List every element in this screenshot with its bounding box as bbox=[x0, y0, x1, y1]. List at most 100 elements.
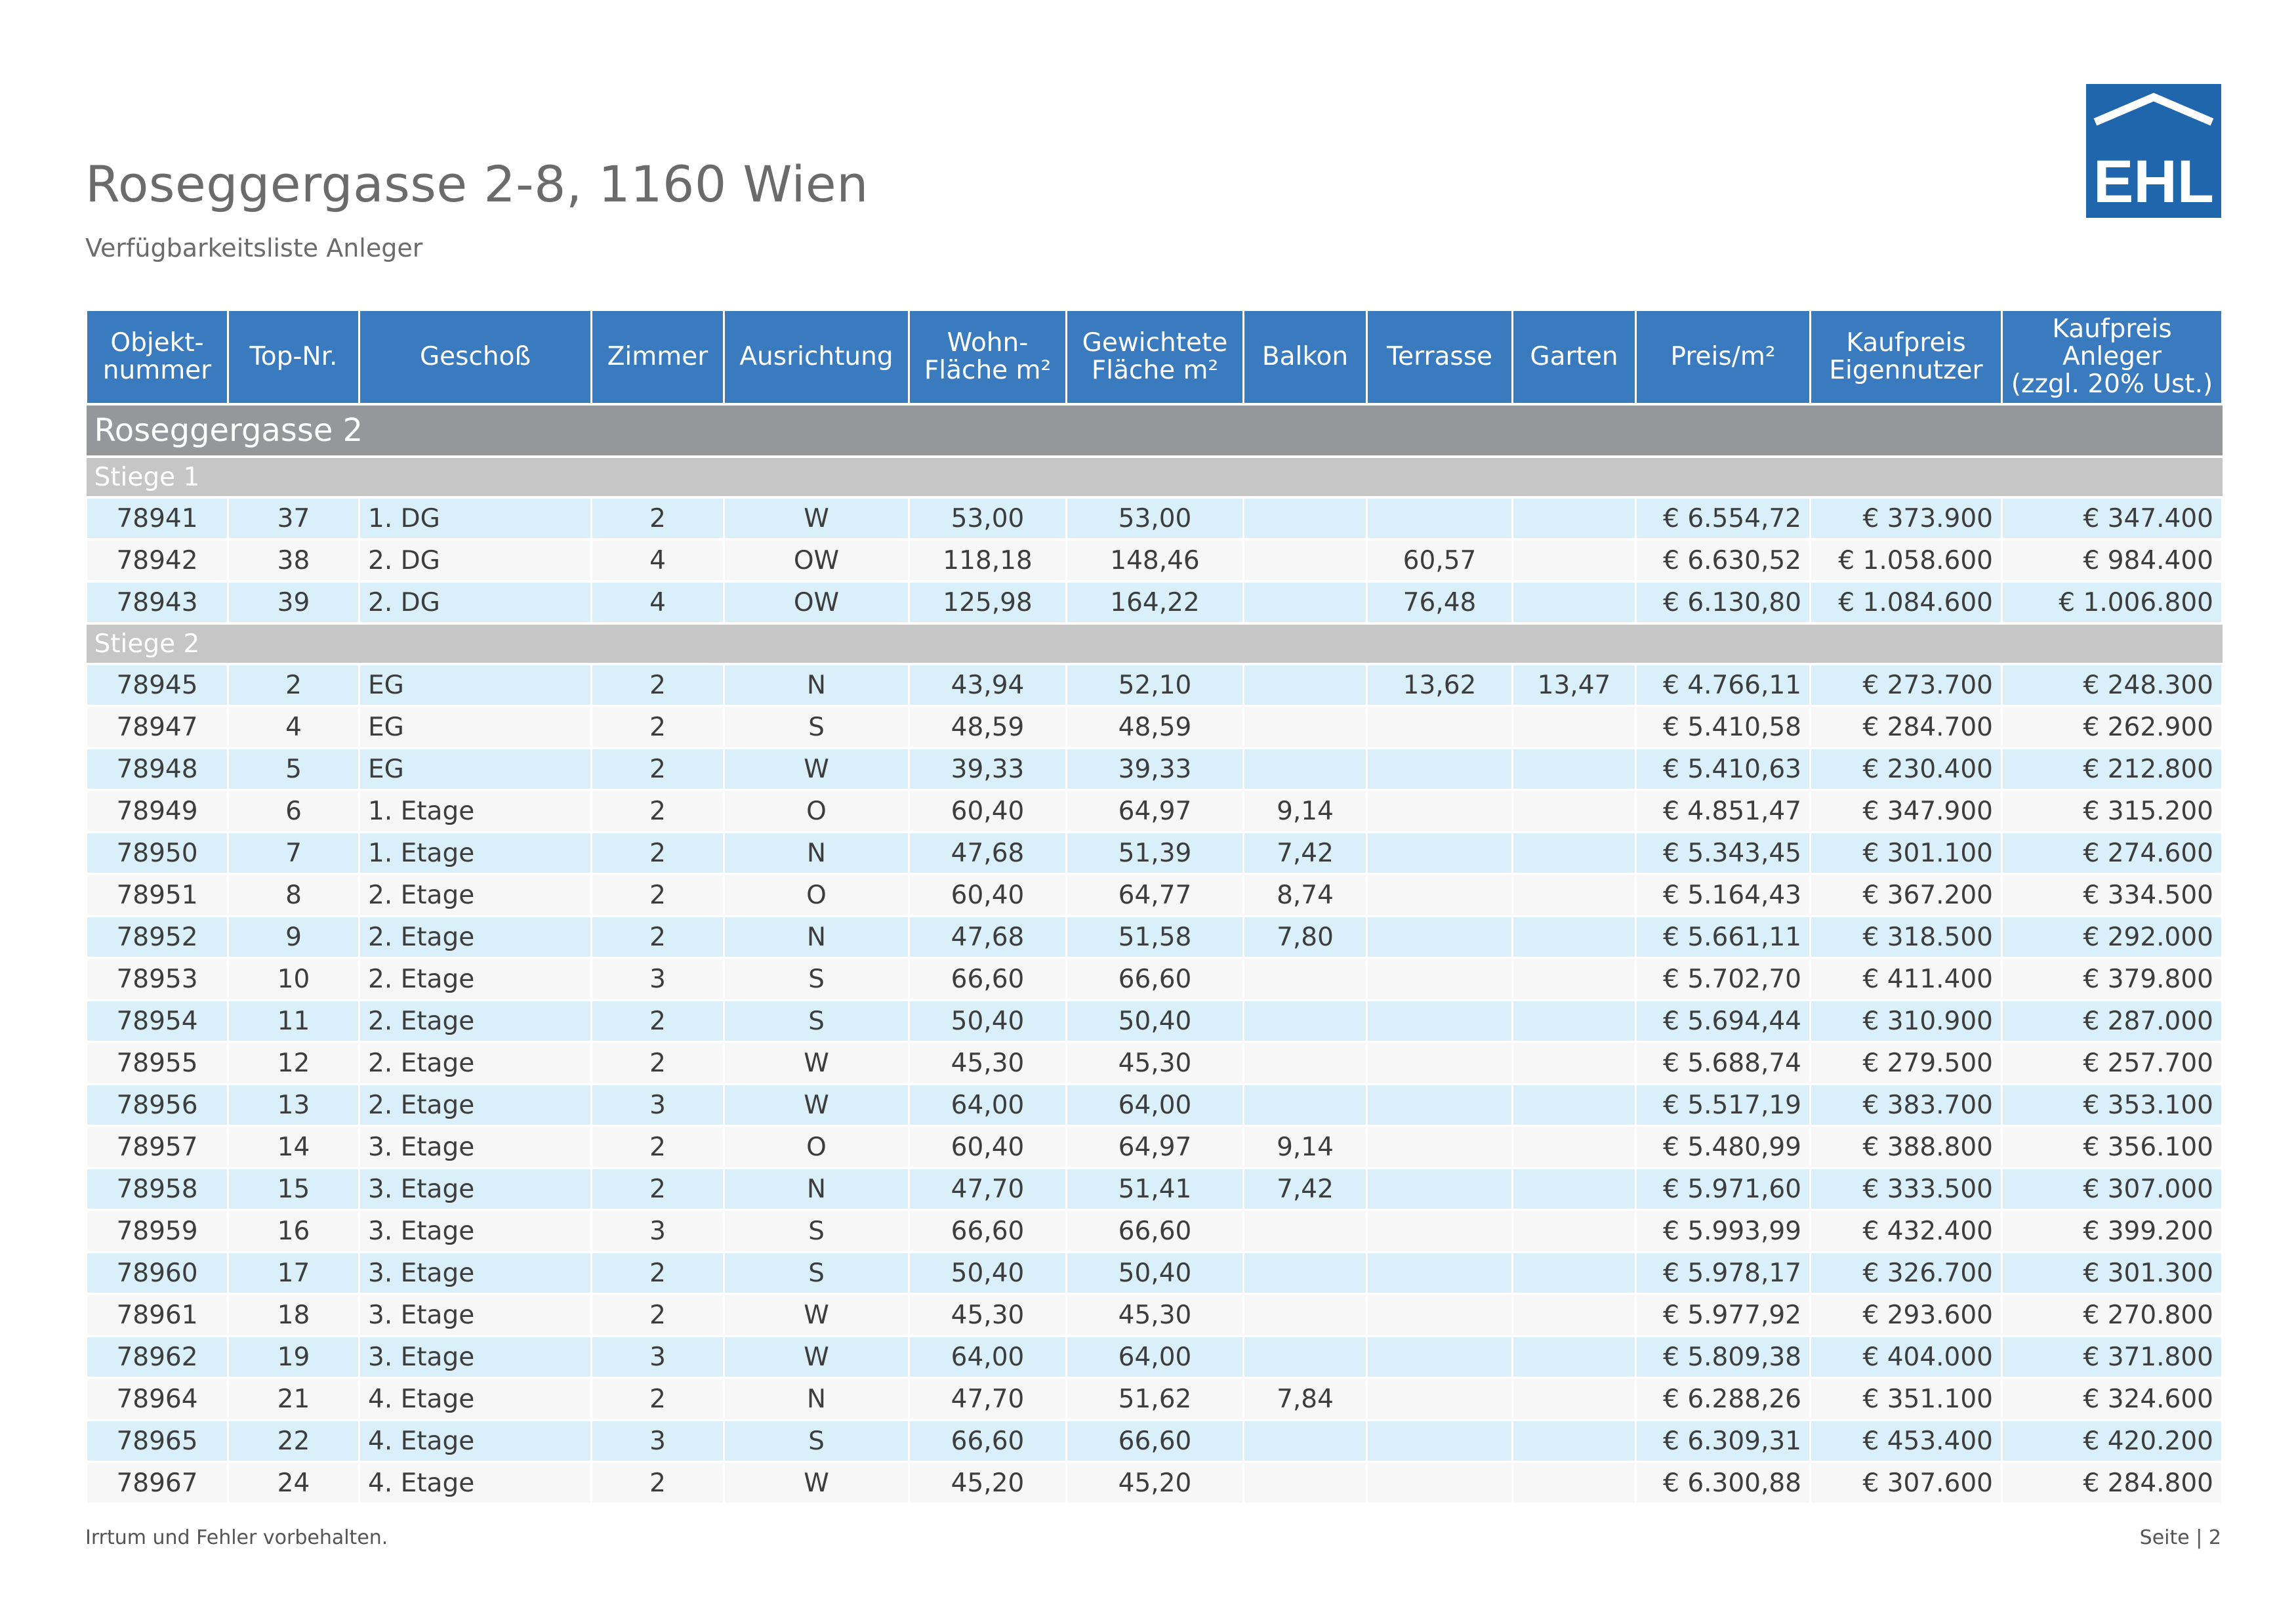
cell-balkon bbox=[1242, 580, 1368, 623]
cell-ausrichtung: N bbox=[723, 1167, 910, 1210]
cell-terrasse bbox=[1366, 1251, 1513, 1294]
cell-preis-pro-m2: € 5.977,92 bbox=[1635, 1293, 1811, 1336]
stiege-label: Stiege 2 bbox=[86, 622, 2223, 664]
cell-garten bbox=[1511, 1167, 1637, 1210]
cell-balkon bbox=[1242, 957, 1368, 1000]
table-row: 78962 19 3. Etage 3 W 64,00 64,00 € 5.809,38 € 4… bbox=[85, 1335, 2223, 1378]
cell-zimmer: 4 bbox=[590, 538, 725, 581]
cell-top-nr: 16 bbox=[227, 1209, 360, 1252]
cell-kaufpreis-anleger: € 353.100 bbox=[2001, 1083, 2223, 1126]
column-header-line: Ausrichtung bbox=[739, 342, 893, 371]
cell-top-nr: 18 bbox=[227, 1293, 360, 1336]
cell-garten bbox=[1511, 831, 1637, 874]
cell-kaufpreis-anleger: € 262.900 bbox=[2001, 705, 2223, 748]
cell-geschoss: 2. Etage bbox=[358, 1083, 592, 1126]
cell-wohnflaeche: 60,40 bbox=[908, 1125, 1067, 1168]
cell-zimmer: 2 bbox=[590, 1377, 725, 1420]
cell-ausrichtung: W bbox=[723, 496, 910, 539]
cell-objektnummer: 78955 bbox=[85, 1041, 229, 1084]
column-header-line: Kaufpreis bbox=[1846, 328, 1966, 358]
cell-balkon bbox=[1242, 1083, 1368, 1126]
cell-ausrichtung: O bbox=[723, 873, 910, 916]
cell-gewichtete-flaeche: 45,30 bbox=[1065, 1041, 1244, 1084]
cell-wohnflaeche: 50,40 bbox=[908, 1251, 1067, 1294]
cell-kaufpreis-eigennutzer: € 1.084.600 bbox=[1809, 580, 2003, 623]
cell-objektnummer: 78953 bbox=[85, 957, 229, 1000]
cell-terrasse bbox=[1366, 873, 1513, 916]
cell-balkon bbox=[1242, 1251, 1368, 1294]
cell-top-nr: 37 bbox=[227, 496, 360, 539]
cell-kaufpreis-anleger: € 248.300 bbox=[2001, 663, 2223, 706]
cell-terrasse: 76,48 bbox=[1366, 580, 1513, 623]
column-header-line: nummer bbox=[102, 356, 212, 385]
cell-geschoss: 2. Etage bbox=[358, 999, 592, 1042]
cell-wohnflaeche: 66,60 bbox=[908, 1419, 1067, 1462]
cell-wohnflaeche: 64,00 bbox=[908, 1335, 1067, 1378]
cell-terrasse bbox=[1366, 957, 1513, 1000]
table-row: 78964 21 4. Etage 2 N 47,70 51,62 7,84 € 6.288,2… bbox=[85, 1377, 2223, 1420]
cell-wohnflaeche: 60,40 bbox=[908, 789, 1067, 832]
cell-geschoss: 3. Etage bbox=[358, 1251, 592, 1294]
cell-objektnummer: 78965 bbox=[85, 1419, 229, 1462]
cell-ausrichtung: W bbox=[723, 1041, 910, 1084]
cell-balkon: 9,14 bbox=[1242, 789, 1368, 832]
cell-kaufpreis-eigennutzer: € 411.400 bbox=[1809, 957, 2003, 1000]
cell-terrasse bbox=[1366, 789, 1513, 832]
cell-kaufpreis-eigennutzer: € 404.000 bbox=[1809, 1335, 2003, 1378]
cell-zimmer: 2 bbox=[590, 873, 725, 916]
cell-ausrichtung: W bbox=[723, 1461, 910, 1503]
stiege-row: Stiege 2 bbox=[86, 622, 2223, 664]
cell-gewichtete-flaeche: 50,40 bbox=[1065, 1251, 1244, 1294]
cell-geschoss: 3. Etage bbox=[358, 1167, 592, 1210]
cell-top-nr: 8 bbox=[227, 873, 360, 916]
cell-balkon: 7,80 bbox=[1242, 915, 1368, 958]
cell-gewichtete-flaeche: 164,22 bbox=[1065, 580, 1244, 623]
cell-objektnummer: 78948 bbox=[85, 747, 229, 790]
cell-preis-pro-m2: € 5.809,38 bbox=[1635, 1335, 1811, 1378]
column-header-gewichtete-flaeche: Gewichtete Fläche m² bbox=[1065, 311, 1244, 404]
cell-kaufpreis-eigennutzer: € 301.100 bbox=[1809, 831, 2003, 874]
table-row: 78958 15 3. Etage 2 N 47,70 51,41 7,42 € 5.971,6… bbox=[85, 1167, 2223, 1210]
cell-garten bbox=[1511, 1335, 1637, 1378]
cell-gewichtete-flaeche: 51,58 bbox=[1065, 915, 1244, 958]
cell-gewichtete-flaeche: 66,60 bbox=[1065, 957, 1244, 1000]
table-row: 78954 11 2. Etage 2 S 50,40 50,40 € 5.694,44 € 3… bbox=[85, 999, 2223, 1042]
cell-geschoss: 2. Etage bbox=[358, 957, 592, 1000]
column-header-line: Wohn- bbox=[947, 328, 1029, 358]
table-row: 78947 4 EG 2 S 48,59 48,59 € 5.410,58 € 284.700 €… bbox=[85, 705, 2223, 748]
cell-wohnflaeche: 43,94 bbox=[908, 663, 1067, 706]
cell-top-nr: 4 bbox=[227, 705, 360, 748]
cell-wohnflaeche: 45,30 bbox=[908, 1293, 1067, 1336]
cell-balkon bbox=[1242, 1461, 1368, 1503]
cell-ausrichtung: O bbox=[723, 1125, 910, 1168]
cell-ausrichtung: N bbox=[723, 1377, 910, 1420]
cell-kaufpreis-eigennutzer: € 318.500 bbox=[1809, 915, 2003, 958]
stiege-label: Stiege 1 bbox=[86, 455, 2223, 497]
cell-garten bbox=[1511, 915, 1637, 958]
cell-terrasse bbox=[1366, 831, 1513, 874]
cell-zimmer: 2 bbox=[590, 1125, 725, 1168]
cell-geschoss: 3. Etage bbox=[358, 1335, 592, 1378]
column-header-line: Anleger bbox=[2062, 342, 2162, 371]
cell-wohnflaeche: 50,40 bbox=[908, 999, 1067, 1042]
cell-preis-pro-m2: € 6.554,72 bbox=[1635, 496, 1811, 539]
cell-balkon: 7,42 bbox=[1242, 831, 1368, 874]
cell-terrasse bbox=[1366, 1125, 1513, 1168]
column-header-balkon: Balkon bbox=[1242, 311, 1368, 404]
cell-wohnflaeche: 48,59 bbox=[908, 705, 1067, 748]
column-header-line: Balkon bbox=[1261, 342, 1349, 371]
cell-kaufpreis-eigennutzer: € 1.058.600 bbox=[1809, 538, 2003, 581]
cell-garten: 13,47 bbox=[1511, 663, 1637, 706]
cell-wohnflaeche: 118,18 bbox=[908, 538, 1067, 581]
cell-garten bbox=[1511, 789, 1637, 832]
cell-objektnummer: 78941 bbox=[85, 496, 229, 539]
cell-top-nr: 17 bbox=[227, 1251, 360, 1294]
cell-garten bbox=[1511, 1293, 1637, 1336]
cell-kaufpreis-eigennutzer: € 326.700 bbox=[1809, 1251, 2003, 1294]
cell-objektnummer: 78960 bbox=[85, 1251, 229, 1294]
cell-kaufpreis-anleger: € 420.200 bbox=[2001, 1419, 2223, 1462]
cell-zimmer: 2 bbox=[590, 705, 725, 748]
column-header-ausrichtung: Ausrichtung bbox=[723, 311, 910, 404]
cell-top-nr: 9 bbox=[227, 915, 360, 958]
cell-garten bbox=[1511, 1209, 1637, 1252]
